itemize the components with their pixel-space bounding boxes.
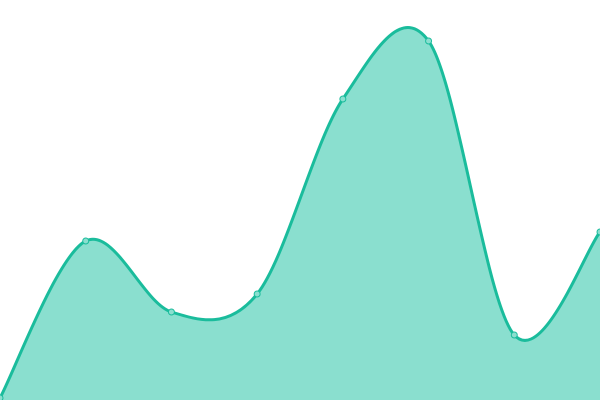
data-point-2	[167, 308, 175, 316]
data-point-6	[510, 331, 518, 339]
area-fill	[0, 27, 600, 400]
data-point-0	[0, 394, 4, 400]
data-point-7	[596, 228, 600, 236]
series-line	[0, 26, 600, 399]
data-points	[0, 37, 600, 400]
data-point-5	[425, 37, 433, 45]
data-point-3	[253, 290, 261, 298]
data-point-1	[82, 237, 90, 245]
data-point-4	[339, 95, 347, 103]
